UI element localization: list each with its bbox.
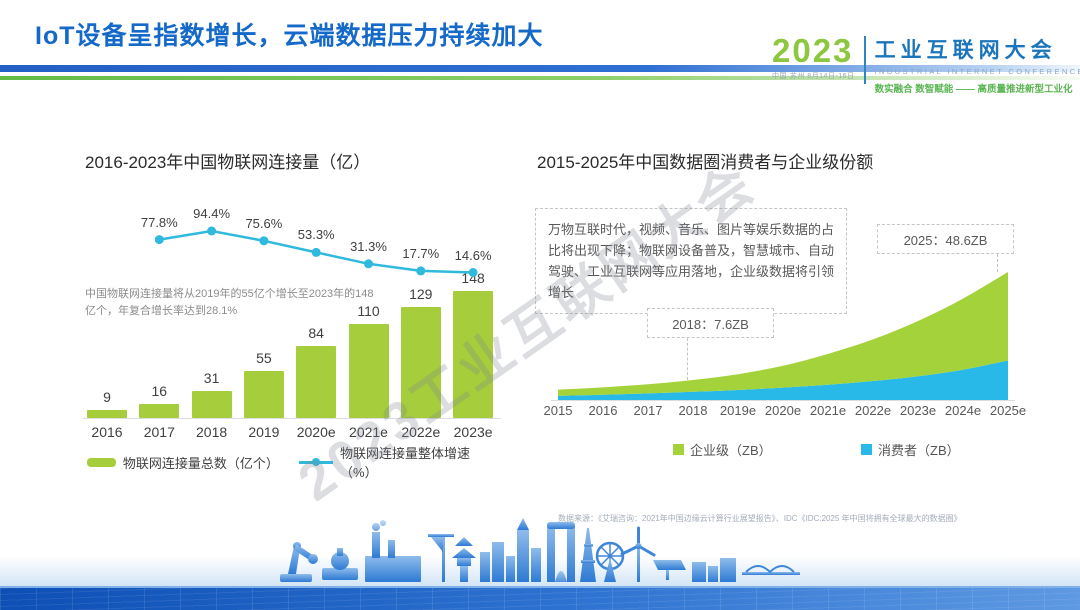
area-x-label-2019e: 2019e	[719, 403, 757, 418]
conference-logo: 2023 中国·苏州 8月14日-16日 工业互联网大会 INDUSTRIAL …	[772, 34, 1080, 96]
callout-2018-label: 2018：7.6ZB	[672, 316, 749, 332]
consumer-series-swatch-icon	[861, 444, 872, 455]
growth-label-2020e: 53.3%	[297, 227, 335, 243]
logo-venue: 中国·苏州 8月14日-16日	[772, 73, 855, 80]
enterprise-area	[558, 272, 1008, 396]
logo-divider	[863, 36, 866, 84]
legend-item-connections: 物联网连接量总数（亿个）	[87, 453, 279, 472]
legend-item-enterprise: 企业级（ZB）	[673, 440, 772, 459]
bar-2017	[139, 404, 180, 418]
bar-value-2016: 9	[103, 389, 111, 406]
callout-2018-connector	[687, 338, 688, 380]
growth-label-2017: 77.8%	[140, 214, 178, 230]
bar-value-2017: 16	[151, 383, 168, 400]
growth-label-2022e: 17.7%	[402, 245, 440, 261]
x-label-2019: 2019	[248, 424, 280, 440]
logo-year-block: 2023 中国·苏州 8月14日-16日	[772, 34, 855, 95]
bar-2019	[243, 370, 284, 418]
consumer-series-label: 消费者（ZB）	[878, 443, 960, 458]
iot-bar-line-chart: 9 2016 16 2017 31 2018 55 2019 84 2020e 110 2021e 12…	[83, 140, 501, 485]
datasphere-area-chart: 2015 2016 2017 2018 2019e 2020e 2021e 2022e 2023…	[535, 140, 1026, 485]
bar-value-2021e: 110	[357, 302, 380, 319]
callout-2018: 2018：7.6ZB	[647, 308, 774, 338]
legend-item-growth: 物联网连接量整体增速（%）	[299, 443, 500, 481]
x-label-2023e: 2023e	[453, 424, 493, 440]
bar-2016	[87, 410, 127, 418]
x-label-2016: 2016	[91, 424, 123, 440]
iot-connections-panel: 2016-2023年中国物联网连接量（亿） 9 2016 16 2017 31 2018 5…	[83, 140, 501, 485]
bar-series-swatch-icon	[87, 457, 116, 467]
area-x-label-2022e: 2022e	[854, 403, 892, 418]
data-source-note: 数据来源：《艾瑞咨询：2021年中国边缘云计算行业展望报告》、IDC《IDC:2…	[558, 514, 962, 523]
area-x-label-2021e: 2021e	[809, 403, 847, 418]
growth-label-2018: 94.4%	[193, 206, 231, 221]
datasphere-chart-title: 2015-2025年中国数据圈消费者与企业级份额	[537, 153, 874, 172]
bar-2022e	[400, 307, 441, 418]
callout-2025: 2025：48.6ZB	[877, 224, 1014, 254]
growth-point-2018	[207, 226, 217, 236]
callout-2025-connector	[997, 254, 998, 272]
footer-band	[0, 586, 1080, 610]
enterprise-series-swatch-icon	[673, 444, 684, 455]
legend-item-consumer: 消费者（ZB）	[861, 440, 960, 459]
bar-2023e	[453, 291, 494, 418]
logo-name-cn: 工业互联网大会	[874, 39, 1057, 62]
growth-label-2019: 75.6%	[245, 215, 283, 231]
logo-name-en: INDUSTRIAL INTERNET CONFERENCE	[874, 67, 1080, 76]
growth-label-2023e: 14.6%	[454, 247, 492, 263]
x-label-2022e: 2022e	[401, 424, 441, 440]
growth-point-2021e	[364, 259, 373, 269]
growth-point-2020e	[311, 247, 321, 257]
growth-line-layer	[154, 226, 478, 277]
enterprise-series-label: 企业级（ZB）	[690, 443, 772, 458]
bar-value-2020e: 84	[308, 324, 324, 341]
bar-2018	[191, 391, 232, 418]
datasphere-panel: 2015-2025年中国数据圈消费者与企业级份额 2015 2016 2017 201…	[535, 140, 1026, 485]
header-rule-green	[0, 76, 1080, 80]
header-rule-blue	[0, 65, 1080, 72]
bar-value-2022e: 129	[409, 286, 433, 303]
x-label-2020e: 2020e	[296, 424, 336, 440]
datasphere-annotation-box: 万物互联时代，视频、音乐、图片等娱乐数据的占比将出现下降；物联网设备普及，智慧城…	[535, 208, 847, 315]
bar-value-2023e: 148	[461, 270, 485, 286]
iot-x-axis	[83, 418, 501, 419]
page-title: IoT设备呈指数增长，云端数据压力持续加大	[35, 22, 544, 50]
logo-year: 2023	[772, 32, 854, 69]
bar-2020e	[296, 345, 337, 418]
growth-label-2021e: 31.3%	[350, 238, 387, 254]
area-x-label-2025e: 2025e	[989, 403, 1027, 418]
iot-annotation: 中国物联网连接量将从2019年的55亿个增长至2023年的148亿个，年复合增长…	[85, 288, 374, 317]
callout-2025-label: 2025：48.6ZB	[903, 232, 988, 248]
consumer-area	[558, 360, 1008, 400]
area-x-label-2018: 2018	[678, 403, 708, 418]
area-x-label-2015: 2015	[543, 403, 573, 418]
logo-name-block: 工业互联网大会 INDUSTRIAL INTERNET CONFERENCE 数…	[875, 34, 1080, 95]
area-x-label-2023e: 2023e	[899, 403, 937, 418]
x-label-2021e: 2021e	[349, 424, 388, 440]
growth-point-2017	[154, 235, 164, 245]
iot-chart-title: 2016-2023年中国物联网连接量（亿）	[85, 153, 371, 172]
x-label-2017: 2017	[143, 424, 175, 440]
iot-legend: 物联网连接量总数（亿个） 物联网连接量整体增速（%）	[87, 443, 500, 481]
cityscape-illustration	[0, 514, 1080, 586]
bar-value-2019: 55	[256, 349, 272, 366]
cityscape-icon	[280, 518, 800, 582]
logo-tagline: 数实融合 数智赋能 —— 高质量推进新型工业化	[874, 84, 1073, 95]
bar-value-2018: 31	[203, 370, 220, 387]
area-x-label-2016: 2016	[588, 403, 618, 418]
area-x-label-2024e: 2024e	[944, 403, 982, 418]
area-x-label-2020e: 2020e	[764, 403, 802, 418]
growth-point-2019	[259, 236, 269, 246]
growth-point-2023e	[468, 268, 478, 277]
x-label-2018: 2018	[196, 424, 228, 440]
area-layer	[551, 272, 1015, 401]
growth-point-2022e	[416, 266, 426, 276]
line-series-swatch-icon	[299, 457, 334, 467]
bar-2021e	[348, 323, 389, 418]
line-series-label: 物联网连接量整体增速（%）	[340, 446, 471, 480]
area-x-label-2017: 2017	[633, 403, 663, 418]
bar-series-label: 物联网连接量总数（亿个）	[122, 455, 279, 471]
